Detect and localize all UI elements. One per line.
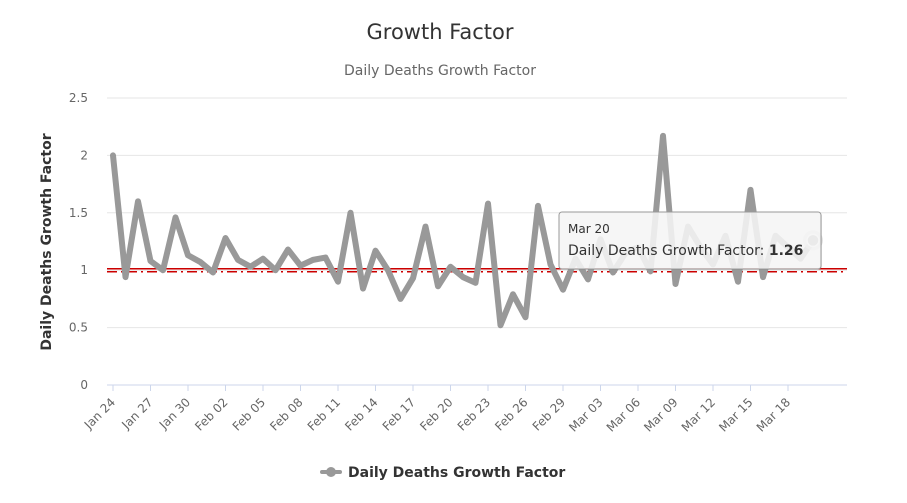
data-point [173,214,179,220]
data-point [148,258,154,264]
data-point [360,286,366,292]
data-point [748,187,754,193]
x-tick-label: Mar 15 [716,395,755,434]
data-point [460,274,466,280]
tooltip-body: Daily Deaths Growth Factor: 1.26 [568,243,803,259]
x-tick-label: Mar 09 [641,395,680,434]
x-tick-label: Mar 18 [754,395,793,434]
data-point [210,269,216,275]
data-point [160,267,166,273]
y-tick-label: 2 [80,148,88,162]
data-point [323,255,329,261]
data-point [585,276,591,282]
data-point [135,198,141,204]
y-axis-title: Daily Deaths Growth Factor [39,133,55,350]
legend-swatch-marker [326,467,336,477]
tooltip-value: 1.26 [769,243,804,259]
data-point [198,259,204,265]
data-point [273,267,279,273]
x-tick-label: Mar 03 [566,395,605,434]
data-point [123,274,129,280]
legend-item[interactable]: Daily Deaths Growth Factor [320,465,565,481]
data-point [560,287,566,293]
chart-subtitle: Daily Deaths Growth Factor [344,63,536,79]
x-tick-label: Feb 17 [380,395,418,433]
x-tick-label: Feb 05 [230,395,268,433]
tooltip-date: Mar 20 [568,222,610,236]
x-tick-label: Feb 29 [530,395,568,433]
chart-title: Growth Factor [367,20,514,44]
data-point [110,152,116,158]
data-point [223,235,229,241]
data-point [235,257,241,263]
data-point [448,264,454,270]
x-tick-label: Feb 20 [417,395,455,433]
legend-label: Daily Deaths Growth Factor [348,465,565,481]
data-point [310,257,316,263]
x-tick-label: Feb 14 [342,395,380,433]
x-tick-label: Feb 26 [492,395,530,433]
data-point [398,296,404,302]
y-tick-label: 0 [80,378,88,392]
data-point [335,279,341,285]
x-tick-label: Jan 24 [81,395,118,432]
data-point [423,224,429,230]
data-point [510,291,516,297]
y-tick-label: 2.5 [69,91,88,105]
data-point [523,314,529,320]
data-point [298,263,304,269]
x-tick-label: Mar 12 [679,395,718,434]
y-tick-label: 0.5 [69,321,88,335]
data-point [185,252,191,258]
x-tick-label: Feb 02 [192,395,230,433]
data-point [385,267,391,273]
x-tick-label: Feb 23 [455,395,493,433]
y-tick-label: 1 [80,263,88,277]
data-point [473,280,479,286]
data-point [485,201,491,207]
data-point [248,264,254,270]
data-point [260,256,266,262]
tooltip-label: Daily Deaths Growth Factor: [568,243,769,259]
data-point [673,281,679,287]
data-point [498,322,504,328]
x-tick-label: Jan 30 [156,395,193,432]
x-tick-label: Feb 08 [267,395,305,433]
x-tick-label: Feb 11 [305,395,343,433]
x-tick-label: Mar 06 [604,395,643,434]
data-point [660,133,666,139]
data-point [348,210,354,216]
x-tick-label: Jan 27 [118,395,155,432]
data-point [373,248,379,254]
data-point [735,279,741,285]
data-point [435,283,441,289]
data-point [610,269,616,275]
data-point [760,274,766,280]
data-point [535,203,541,209]
data-point [548,261,554,267]
tooltip-box [558,211,822,270]
data-point [410,275,416,281]
data-point [285,247,291,253]
y-tick-label: 1.5 [69,206,88,220]
